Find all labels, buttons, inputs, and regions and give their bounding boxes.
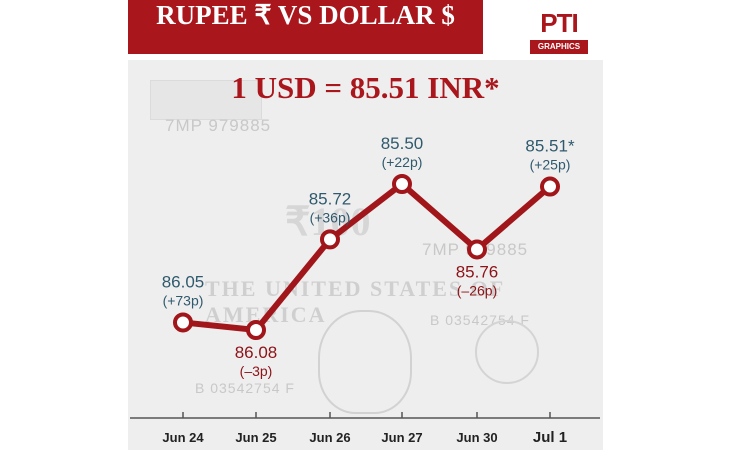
page-title: RUPEE ₹ VS DOLLAR $ xyxy=(156,0,455,30)
title-bar: RUPEE ₹ VS DOLLAR $ xyxy=(128,0,483,54)
data-change-label: (+25p) xyxy=(530,157,571,173)
serial-watermark: B 03542754 F xyxy=(195,380,295,396)
note-watermark xyxy=(150,80,262,120)
x-tick-label: Jun 27 xyxy=(381,430,422,445)
data-point xyxy=(320,229,340,250)
data-value-label: 85.76 xyxy=(456,262,499,281)
data-point xyxy=(540,176,560,197)
chart-card xyxy=(128,0,603,450)
x-tick-label: Jun 25 xyxy=(235,430,276,445)
seal-watermark xyxy=(475,320,539,384)
data-change-label: (–26p) xyxy=(457,282,497,298)
x-tick-label: Jul 1 xyxy=(533,429,567,446)
x-tick-label: Jun 24 xyxy=(162,430,204,445)
data-value-label: 85.51* xyxy=(525,137,575,156)
data-value-label: 86.08 xyxy=(235,343,278,362)
data-point xyxy=(246,320,266,340)
data-change-label: (+22p) xyxy=(382,154,423,170)
data-value-label: 85.50 xyxy=(381,134,424,153)
data-change-label: (–3p) xyxy=(240,363,273,379)
series-line xyxy=(182,181,552,333)
data-point xyxy=(467,239,487,260)
data-value-label: 86.05 xyxy=(162,272,205,291)
logo-text: PTI xyxy=(540,8,578,38)
serial-watermark: 7MP 979885 xyxy=(165,116,272,135)
x-tick-label: Jun 26 xyxy=(309,430,350,445)
data-point xyxy=(173,312,193,333)
portrait-watermark xyxy=(318,310,412,414)
logo-subtext: GRAPHICS xyxy=(530,40,588,54)
x-tick-label: Jun 30 xyxy=(456,430,497,445)
pti-logo: PTI GRAPHICS xyxy=(530,8,588,58)
data-value-label: 85.72 xyxy=(309,189,352,208)
data-change-label: (+36p) xyxy=(310,209,351,225)
data-change-label: (+73p) xyxy=(163,292,204,308)
data-point xyxy=(392,174,412,194)
exchange-rate-headline: 1 USD = 85.51 INR* xyxy=(231,70,500,105)
